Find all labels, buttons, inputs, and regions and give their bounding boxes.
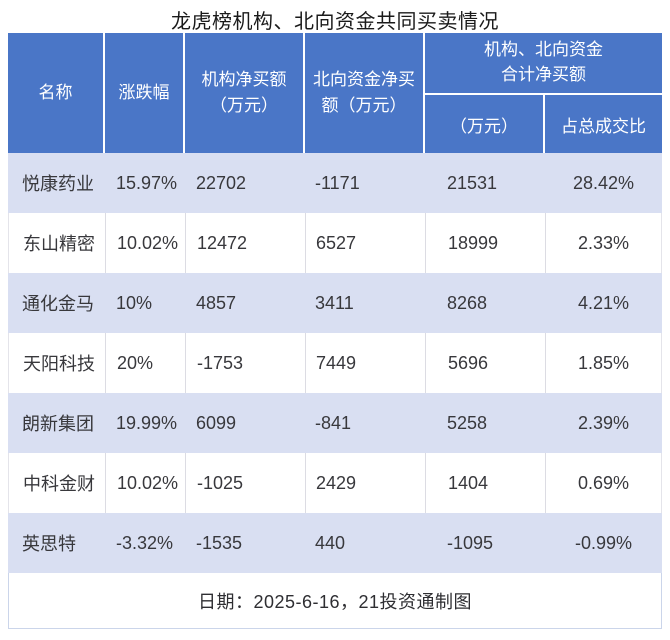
- col-header-combined-net: 机构、北向资金 合计净买额: [425, 33, 662, 95]
- cell-total-net: 1404: [425, 453, 545, 513]
- col-header-label-line1: 北向资金净买: [313, 69, 415, 89]
- col-header-label: （万元）: [450, 116, 518, 136]
- cell-change-pct: 19.99%: [116, 412, 178, 433]
- table-row: 英思特 -3.32% -1535 440 -1095 -0.99%: [8, 513, 662, 573]
- cell-turnover-ratio: -0.99%: [574, 532, 633, 553]
- cell-turnover-ratio: 28.42%: [572, 172, 635, 193]
- cell-inst-net: 6099: [196, 412, 237, 433]
- cell-total-net: 5696: [425, 333, 545, 393]
- cell-north-net: -841: [315, 412, 352, 433]
- col-header-label: 占总成交比: [561, 116, 646, 136]
- cell-stock-name: 朗新集团: [22, 414, 94, 434]
- col-header-label-line2: 额（万元）: [321, 96, 407, 115]
- cell-turnover-ratio: 2.39%: [577, 412, 630, 433]
- cell-turnover-ratio: 1.85%: [545, 333, 661, 393]
- cell-stock-name: 天阳科技: [23, 354, 95, 374]
- cell-turnover-ratio: 4.21%: [577, 292, 630, 313]
- cell-change-pct: 10.02%: [105, 453, 185, 513]
- cell-inst-net: 4857: [196, 292, 237, 313]
- col-header-combined-amount: （万元）: [425, 95, 545, 153]
- table-row: 中科金财 10.02% -1025 2429 1404 0.69%: [8, 453, 662, 513]
- col-header-change-pct: 涨跌幅: [105, 33, 185, 153]
- cell-total-net: 5258: [447, 412, 488, 433]
- table-row: 东山精密 10.02% 12472 6527 18999 2.33%: [8, 213, 662, 273]
- table-row: 天阳科技 20% -1753 7449 5696 1.85%: [8, 333, 662, 393]
- cell-turnover-ratio: 2.33%: [545, 213, 661, 273]
- cell-change-pct: 20%: [105, 333, 185, 393]
- col-header-inst-net: 机构净买额 （万元）: [185, 33, 305, 153]
- cell-stock-name: 悦康药业: [22, 174, 94, 194]
- cell-total-net: 21531: [447, 172, 498, 193]
- col-header-label-line2: 合计净买额: [501, 65, 586, 84]
- table-footer-note: 日期：2025-6-16，21投资通制图: [8, 573, 662, 629]
- cell-north-net: 6527: [305, 213, 425, 273]
- cell-total-net: 18999: [425, 213, 545, 273]
- cell-north-net: 2429: [305, 453, 425, 513]
- cell-north-net: 7449: [305, 333, 425, 393]
- table-row: 通化金马 10% 4857 3411 8268 4.21%: [8, 273, 662, 333]
- table-row: 朗新集团 19.99% 6099 -841 5258 2.39%: [8, 393, 662, 453]
- cell-inst-net: 22702: [196, 172, 247, 193]
- col-header-label-line1: 机构净买额: [201, 69, 287, 89]
- cell-inst-net: -1753: [185, 333, 305, 393]
- cell-north-net: 3411: [315, 292, 354, 313]
- col-header-stock-name: 名称: [8, 33, 105, 153]
- cell-north-net: 440: [315, 532, 346, 553]
- cell-stock-name: 英思特: [22, 534, 76, 554]
- col-header-combined-subrow: （万元） 占总成交比: [425, 95, 662, 153]
- cell-inst-net: -1535: [196, 532, 243, 553]
- col-header-label: 涨跌幅: [118, 82, 170, 102]
- cell-total-net: 8268: [447, 292, 488, 313]
- cell-inst-net: 12472: [185, 213, 305, 273]
- page-title: 龙虎榜机构、北向资金共同买卖情况: [171, 11, 499, 33]
- cell-turnover-ratio: 0.69%: [545, 453, 661, 513]
- col-header-north-net: 北向资金净买 额（万元）: [305, 33, 425, 153]
- lhb-table: 名称 涨跌幅 机构净买额 （万元） 北向资金净买 额（万元） 机构、北向资金 合…: [8, 33, 662, 629]
- cell-change-pct: 10.02%: [105, 213, 185, 273]
- col-header-label: 名称: [38, 82, 73, 102]
- cell-stock-name: 中科金财: [23, 474, 95, 494]
- cell-change-pct: 10%: [116, 292, 153, 313]
- cell-inst-net: -1025: [185, 453, 305, 513]
- cell-stock-name: 东山精密: [23, 234, 95, 254]
- col-header-combined-group: 机构、北向资金 合计净买额 （万元） 占总成交比: [425, 33, 662, 153]
- cell-stock-name: 通化金马: [22, 294, 94, 314]
- col-header-label-line1: 机构、北向资金: [484, 40, 603, 60]
- cell-north-net: -1171: [315, 172, 360, 193]
- table-header: 名称 涨跌幅 机构净买额 （万元） 北向资金净买 额（万元） 机构、北向资金 合…: [8, 33, 662, 153]
- cell-change-pct: 15.97%: [116, 172, 178, 193]
- cell-change-pct: -3.32%: [116, 532, 174, 553]
- col-header-label-line2: （万元）: [210, 96, 278, 115]
- table-row: 悦康药业 15.97% 22702 -1171 21531 28.42%: [8, 153, 662, 213]
- cell-total-net: -1095: [447, 532, 494, 553]
- col-header-turnover-ratio: 占总成交比: [545, 95, 662, 153]
